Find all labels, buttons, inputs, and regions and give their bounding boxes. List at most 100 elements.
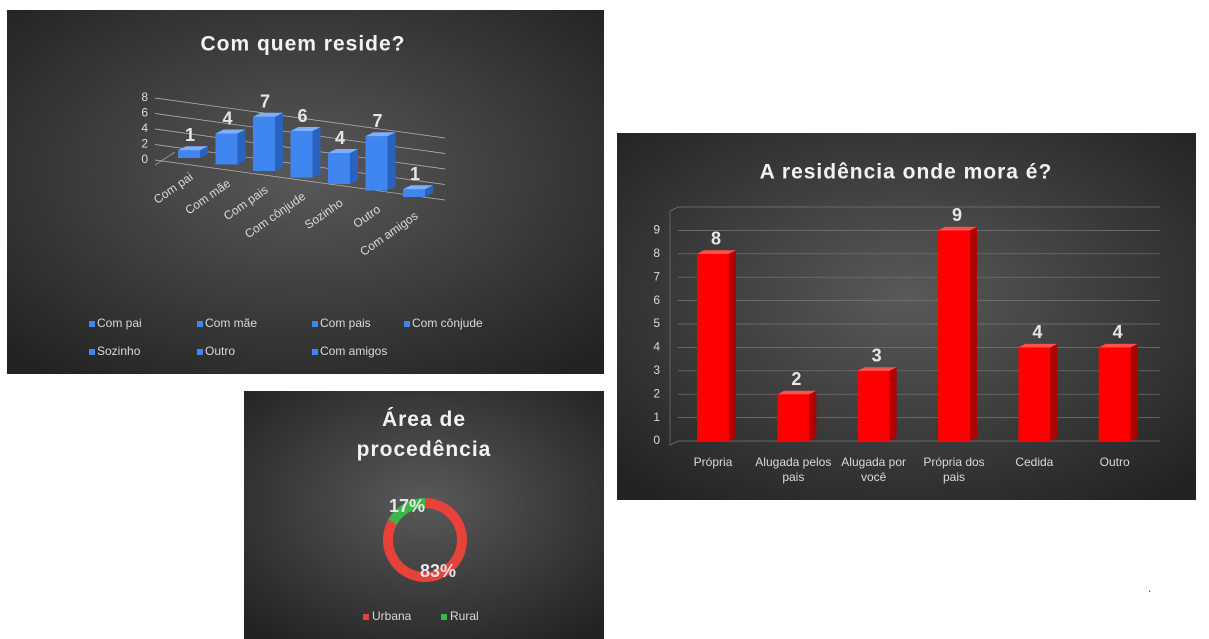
x-tick-label: Alugada pelos pais bbox=[755, 455, 831, 484]
bar bbox=[178, 150, 200, 158]
data-label: 2 bbox=[791, 369, 801, 389]
bar-side bbox=[1050, 343, 1058, 441]
bar-top bbox=[1018, 343, 1058, 348]
donut-segment bbox=[383, 498, 467, 582]
bar-top bbox=[253, 112, 283, 117]
y-tick-label: 2 bbox=[141, 137, 148, 151]
y-tick-label: 2 bbox=[653, 386, 660, 400]
bar-top bbox=[403, 185, 433, 190]
x-tick-label: Outro bbox=[1100, 455, 1130, 469]
bar-top bbox=[857, 367, 897, 371]
legend-label: Sozinho bbox=[97, 344, 141, 358]
legend-label: Com pai bbox=[97, 316, 142, 330]
y-tick-label: 4 bbox=[141, 121, 148, 135]
donut-segment bbox=[388, 498, 426, 525]
data-label: 7 bbox=[372, 111, 382, 131]
data-label: 1 bbox=[185, 125, 195, 145]
chart-title: Área de procedência bbox=[356, 408, 492, 461]
bar-top bbox=[290, 127, 321, 131]
bar-top bbox=[178, 146, 208, 151]
bar-side bbox=[387, 132, 396, 191]
data-label: 83% bbox=[420, 561, 456, 581]
legend-label: Com cônjude bbox=[412, 316, 483, 330]
legend-swatch bbox=[312, 321, 318, 327]
bar-side bbox=[200, 146, 208, 158]
dot: . bbox=[1148, 581, 1151, 595]
bar-top bbox=[328, 149, 358, 153]
y-tick-label: 6 bbox=[141, 106, 148, 120]
bar-top bbox=[365, 132, 396, 137]
data-label: 17% bbox=[389, 496, 425, 516]
bar-side bbox=[237, 129, 246, 165]
grid-line bbox=[154, 97, 446, 139]
y-tick-label: 1 bbox=[653, 410, 660, 424]
y-tick-label: 5 bbox=[653, 316, 660, 330]
axis-wall bbox=[669, 206, 679, 446]
bar bbox=[938, 230, 970, 441]
bar-side bbox=[729, 250, 736, 441]
data-label: 4 bbox=[335, 128, 345, 148]
bar bbox=[215, 133, 238, 165]
bar-side bbox=[425, 185, 433, 197]
bar bbox=[253, 116, 275, 171]
legend-label: Com mãe bbox=[205, 316, 257, 330]
bar-top bbox=[777, 390, 817, 395]
chart-title: A residência onde mora é? bbox=[760, 161, 1053, 184]
y-tick-label: 3 bbox=[653, 363, 660, 377]
bar bbox=[697, 253, 729, 441]
legend-swatch bbox=[197, 349, 203, 355]
x-tick-label: Própria bbox=[694, 455, 733, 469]
x-tick-label: Cedida bbox=[1015, 455, 1053, 469]
y-tick-label: 6 bbox=[653, 293, 660, 307]
data-label: 8 bbox=[711, 229, 721, 249]
bar-side bbox=[1130, 343, 1138, 441]
bar bbox=[365, 136, 388, 191]
x-tick-label: Própria dos pais bbox=[923, 455, 984, 484]
panel bbox=[7, 10, 604, 374]
bar-side bbox=[970, 226, 977, 441]
bar bbox=[403, 189, 425, 197]
bar-side bbox=[809, 390, 817, 441]
legend-swatch bbox=[363, 614, 369, 620]
bar-top bbox=[215, 129, 246, 134]
x-tick-label: Alugada por você bbox=[841, 455, 906, 484]
data-label: 1 bbox=[410, 164, 420, 184]
bar bbox=[777, 394, 810, 441]
floor bbox=[154, 151, 176, 166]
legend-swatch bbox=[312, 349, 318, 355]
bar-side bbox=[889, 367, 897, 441]
data-label: 3 bbox=[872, 346, 882, 366]
legend-label: Rural bbox=[450, 609, 479, 623]
legend-label: Outro bbox=[205, 344, 235, 358]
bar-top bbox=[1098, 343, 1138, 348]
legend-swatch bbox=[441, 614, 447, 620]
legend-label: Urbana bbox=[372, 609, 412, 623]
bar bbox=[1098, 347, 1131, 441]
bar bbox=[290, 131, 313, 178]
y-tick-label: 0 bbox=[653, 433, 660, 447]
bar-side bbox=[312, 127, 321, 178]
bar bbox=[857, 370, 890, 441]
data-label: 7 bbox=[260, 92, 270, 112]
legend-label: Com pais bbox=[320, 316, 371, 330]
y-tick-label: 0 bbox=[141, 152, 148, 166]
legend-swatch bbox=[89, 349, 95, 355]
title-box: Área de procedência bbox=[356, 408, 492, 461]
y-tick-label: 8 bbox=[653, 246, 660, 260]
data-label: 4 bbox=[1032, 322, 1042, 342]
chart-title: Com quem reside? bbox=[200, 33, 405, 56]
y-tick-label: 7 bbox=[653, 269, 660, 283]
legend-swatch bbox=[89, 321, 95, 327]
y-tick-label: 8 bbox=[141, 90, 148, 104]
bar bbox=[1018, 347, 1051, 441]
bar-top bbox=[938, 226, 977, 231]
data-label: 4 bbox=[1113, 322, 1123, 342]
bar-side bbox=[275, 112, 283, 171]
bar bbox=[328, 153, 350, 184]
panel bbox=[244, 391, 604, 639]
grid-line bbox=[154, 159, 446, 201]
bar-side bbox=[350, 149, 358, 184]
data-label: 9 bbox=[952, 205, 962, 225]
y-tick-label: 4 bbox=[653, 340, 660, 354]
